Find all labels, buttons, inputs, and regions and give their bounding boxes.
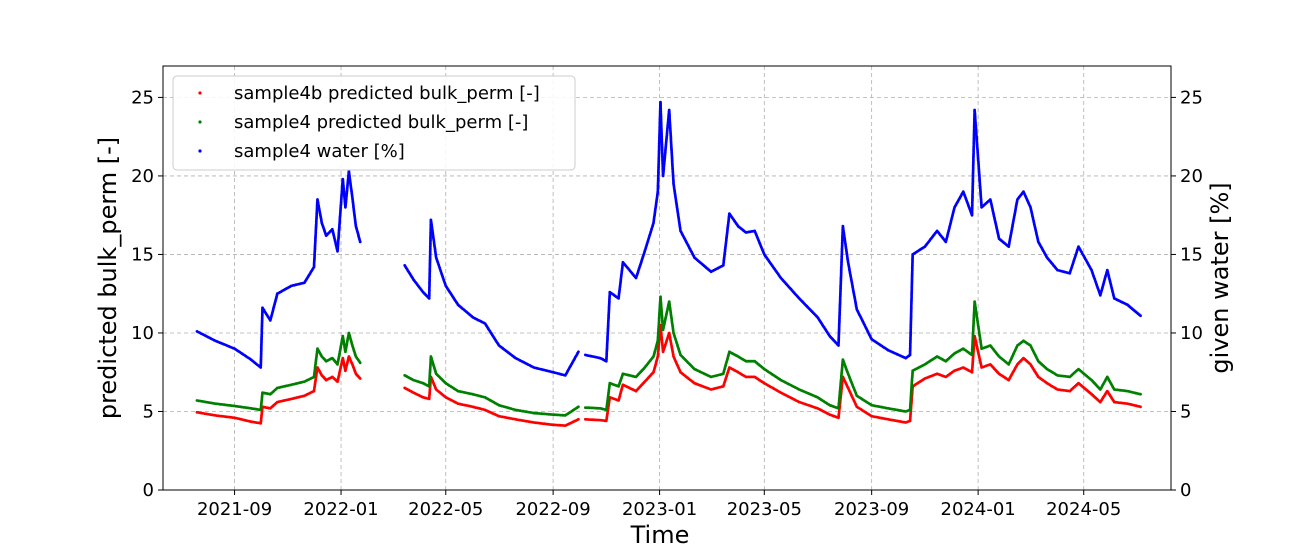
legend-marker-sample4 <box>198 120 202 124</box>
x-tick-label: 2024-01 <box>941 499 1016 520</box>
data-point <box>358 240 362 244</box>
right-y-tick-label: 10 <box>1180 323 1203 344</box>
right-y-tick-label: 5 <box>1180 401 1191 422</box>
left-y-tick-label: 20 <box>131 166 154 187</box>
right-y-tick-label: 15 <box>1180 244 1203 265</box>
x-tick-label: 2023-05 <box>727 499 802 520</box>
legend-box <box>172 75 576 171</box>
data-points <box>195 100 1142 427</box>
left-y-axis-title: predicted bulk_perm [-] <box>94 137 122 419</box>
x-tick-label: 2024-05 <box>1046 499 1121 520</box>
right-y-axis: 0 5 10 15 20 25 <box>1171 87 1203 501</box>
data-point <box>358 361 362 365</box>
series-2-points <box>195 100 1142 377</box>
data-point <box>577 405 580 409</box>
x-axis-title: Time <box>630 521 690 549</box>
data-point <box>1139 392 1142 396</box>
left-y-tick-label: 0 <box>143 480 154 501</box>
data-point <box>358 377 362 380</box>
left-y-axis: 0 5 10 15 20 25 <box>131 87 163 501</box>
data-point <box>577 350 580 354</box>
legend-label-sample4: sample4 predicted bulk_perm [-] <box>234 112 528 133</box>
left-y-tick-label: 5 <box>143 401 154 422</box>
right-y-tick-label: 25 <box>1180 87 1203 108</box>
series-0-points <box>195 323 1142 427</box>
x-axis: 2021-09 2022-01 2022-05 2022-09 2023-01 2023-… <box>197 490 1121 520</box>
legend-label-sample4b: sample4b predicted bulk_perm [-] <box>234 83 540 104</box>
legend-marker-sample4b <box>198 91 202 95</box>
x-tick-label: 2021-09 <box>197 499 272 520</box>
legend-label-sample4-water: sample4 water [%] <box>234 141 405 162</box>
legend: sample4b predicted bulk_perm [-] sample4… <box>172 75 576 171</box>
series-1-points <box>195 295 1142 417</box>
left-y-tick-label: 15 <box>131 244 154 265</box>
right-y-axis-title: given water [%] <box>1206 182 1234 373</box>
x-tick-label: 2022-05 <box>408 499 483 520</box>
axes-frame <box>162 65 1172 491</box>
x-tick-label: 2023-09 <box>834 499 909 520</box>
left-y-tick-label: 25 <box>131 87 154 108</box>
data-point <box>577 417 580 421</box>
right-y-tick-label: 0 <box>1180 480 1191 501</box>
left-y-tick-label: 10 <box>131 323 154 344</box>
data-point <box>1139 405 1142 409</box>
x-tick-label: 2023-01 <box>622 499 697 520</box>
right-y-tick-label: 20 <box>1180 166 1203 187</box>
x-tick-label: 2022-01 <box>303 499 378 520</box>
legend-marker-sample4-water <box>198 149 202 153</box>
x-tick-label: 2022-09 <box>515 499 590 520</box>
data-point <box>1139 314 1142 318</box>
